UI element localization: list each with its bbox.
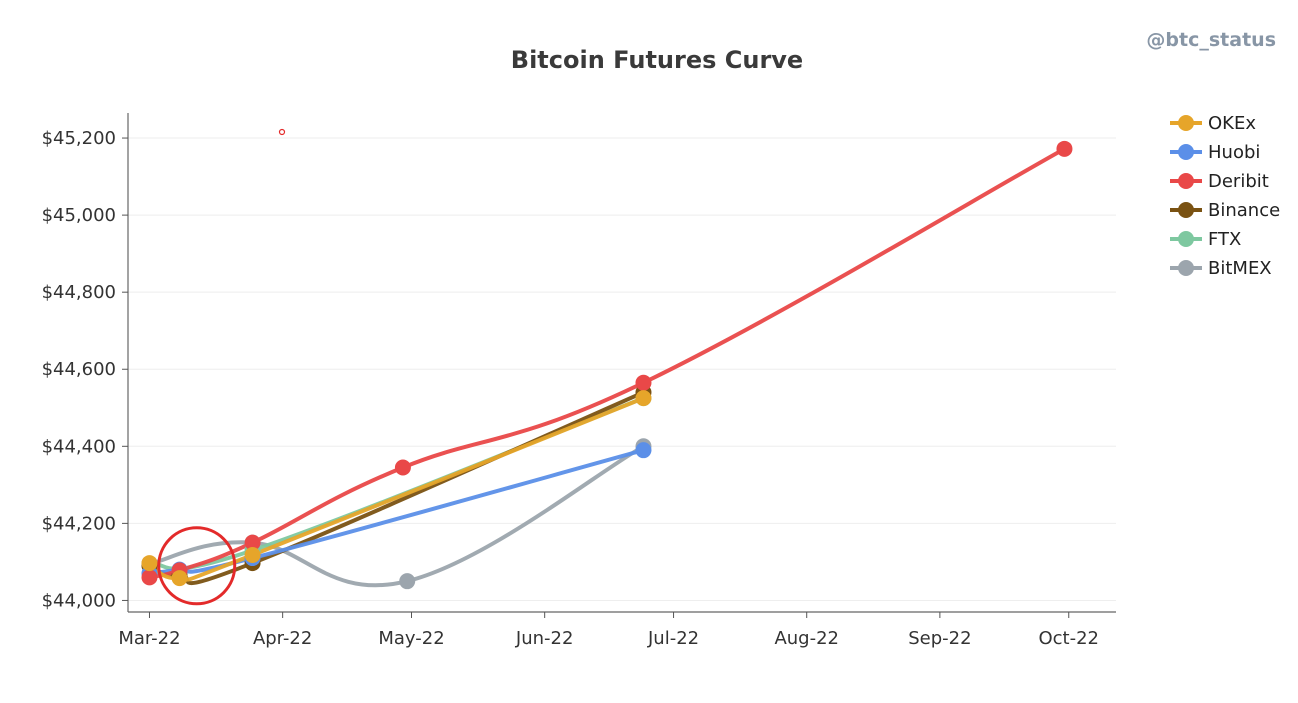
data-point-bitmex xyxy=(399,573,416,590)
data-point-okex xyxy=(171,570,188,587)
stray-mark xyxy=(278,128,286,136)
legend-swatch-dot xyxy=(1178,260,1194,276)
data-point-deribit xyxy=(1056,140,1073,157)
legend-label-bitmex: BitMEX xyxy=(1208,258,1272,279)
legend-swatch-dot xyxy=(1178,202,1194,218)
data-point-okex xyxy=(635,390,652,407)
data-point-deribit xyxy=(394,459,411,476)
x-tick-label: Mar-22 xyxy=(118,628,180,649)
data-point-deribit xyxy=(141,569,158,586)
y-tick-label: $44,400 xyxy=(42,436,116,457)
y-tick-label: $45,200 xyxy=(42,128,116,149)
legend-label-deribit: Deribit xyxy=(1208,171,1269,192)
annotation-circle xyxy=(157,526,237,606)
legend-swatch-dot xyxy=(1178,144,1194,160)
series-line-bitmex xyxy=(147,444,646,588)
y-tick-label: $44,800 xyxy=(42,282,116,303)
axes xyxy=(127,113,1116,613)
legend-swatch-dot xyxy=(1178,231,1194,247)
x-axis-ticks: Mar-22 Apr-22 May-22 Jun-22 Jul-22 Aug-22 Sep-… xyxy=(118,612,1099,649)
legend-label-okex: OKEx xyxy=(1208,113,1256,134)
x-tick-label: Oct-22 xyxy=(1038,628,1099,649)
x-tick-label: May-22 xyxy=(378,628,444,649)
data-point-huobi xyxy=(635,442,652,459)
watermark: @btc_status xyxy=(1146,29,1276,51)
series-markers xyxy=(141,140,1073,590)
legend-swatch-dot xyxy=(1178,115,1194,131)
x-tick-label: Apr-22 xyxy=(253,628,312,649)
legend-label-binance: Binance xyxy=(1208,200,1280,221)
x-tick-label: Sep-22 xyxy=(908,628,971,649)
y-tick-label: $44,200 xyxy=(42,513,116,534)
series-lines xyxy=(147,146,1067,588)
x-tick-label: Aug-22 xyxy=(774,628,839,649)
legend-label-huobi: Huobi xyxy=(1208,142,1260,163)
gridlines xyxy=(128,137,1116,601)
y-tick-label: $45,000 xyxy=(42,205,116,226)
legend: OKEx Huobi Deribit Binance FTX BitMEX xyxy=(1170,113,1280,279)
legend-label-ftx: FTX xyxy=(1208,229,1241,250)
series-line-deribit xyxy=(147,146,1067,580)
data-point-okex xyxy=(244,546,261,563)
data-point-deribit xyxy=(244,534,261,551)
x-tick-label: Jun-22 xyxy=(515,628,574,649)
legend-swatch-dot xyxy=(1178,173,1194,189)
data-point-okex xyxy=(141,555,158,572)
data-point-deribit xyxy=(635,374,652,391)
y-axis-ticks: $44,000 $44,200 $44,400 $44,600 $44,800 $45,0… xyxy=(42,128,128,611)
y-tick-label: $44,600 xyxy=(42,359,116,380)
chart-title: Bitcoin Futures Curve xyxy=(511,46,803,74)
y-tick-label: $44,000 xyxy=(42,590,116,611)
annotation xyxy=(157,128,286,606)
x-tick-label: Jul-22 xyxy=(647,628,699,649)
